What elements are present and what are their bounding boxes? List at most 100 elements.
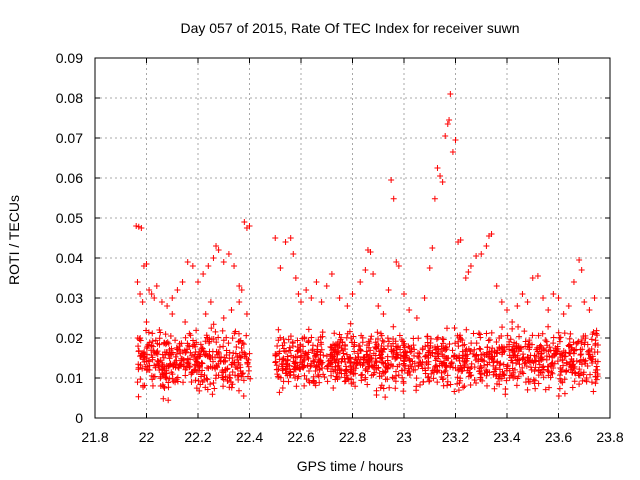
data-point: [565, 342, 572, 349]
data-point: [182, 372, 189, 379]
data-point: [457, 237, 464, 243]
data-point: [275, 366, 282, 373]
data-point: [483, 372, 490, 379]
data-point: [336, 295, 343, 301]
data-point: [211, 385, 218, 392]
data-point: [178, 355, 185, 362]
data-point: [313, 352, 320, 359]
data-point: [343, 351, 350, 358]
y-tick-label: 0.01: [56, 370, 83, 386]
data-point: [375, 365, 382, 372]
data-point: [207, 299, 214, 305]
data-point: [509, 347, 516, 354]
data-point: [411, 360, 418, 367]
data-point: [457, 375, 464, 382]
data-point: [149, 376, 156, 383]
data-point: [520, 370, 527, 377]
data-point: [212, 354, 219, 361]
data-point: [162, 331, 169, 338]
data-point: [308, 295, 315, 301]
data-point: [290, 251, 297, 257]
data-point: [476, 365, 483, 372]
data-point: [138, 352, 145, 359]
data-point: [150, 373, 157, 380]
data-point: [534, 348, 541, 355]
data-point: [157, 375, 164, 382]
x-tick-label: 23.8: [596, 429, 623, 445]
data-point: [373, 359, 380, 366]
data-point: [516, 333, 523, 340]
data-point: [490, 362, 497, 369]
data-point: [498, 333, 505, 340]
data-point: [461, 361, 468, 368]
data-point: [224, 365, 231, 372]
data-point: [343, 334, 350, 341]
data-point: [473, 253, 480, 259]
data-point: [219, 367, 226, 374]
data-point: [356, 343, 363, 350]
data-point: [391, 375, 398, 382]
data-point: [275, 337, 282, 344]
data-point: [565, 303, 572, 309]
data-point: [368, 333, 375, 340]
data-point: [154, 357, 161, 364]
data-point: [526, 337, 533, 344]
data-point: [400, 388, 407, 395]
data-point: [151, 295, 158, 301]
data-point: [210, 321, 217, 328]
data-point: [427, 335, 434, 342]
data-point: [439, 351, 446, 358]
data-point: [279, 384, 286, 391]
data-point: [347, 320, 354, 327]
data-point: [425, 358, 432, 365]
data-point: [141, 382, 148, 389]
data-point: [509, 325, 516, 332]
data-point: [509, 343, 516, 350]
data-point: [348, 380, 355, 387]
data-point: [197, 381, 204, 388]
data-point: [560, 311, 567, 317]
data-point: [349, 291, 356, 297]
data-point: [560, 362, 567, 369]
data-point: [371, 369, 378, 376]
data-point: [536, 361, 543, 368]
data-point: [566, 335, 573, 342]
data-point: [539, 369, 546, 376]
data-point: [204, 364, 211, 371]
data-point: [179, 279, 186, 285]
data-point: [438, 348, 445, 355]
data-point: [584, 341, 591, 348]
data-point: [148, 291, 155, 297]
data-point: [305, 339, 312, 346]
data-point: [561, 390, 568, 397]
data-point: [339, 347, 346, 354]
data-point: [460, 384, 467, 391]
data-point: [404, 370, 411, 377]
data-point: [587, 355, 594, 362]
data-point: [331, 330, 338, 337]
data-point: [368, 372, 375, 379]
data-point: [384, 365, 391, 372]
data-point: [587, 371, 594, 378]
data-point: [484, 344, 491, 351]
data-point: [509, 372, 516, 379]
data-point: [582, 360, 589, 367]
data-point: [452, 364, 459, 371]
data-point: [494, 347, 501, 354]
data-point: [359, 371, 366, 378]
data-point: [193, 385, 200, 392]
data-point: [220, 343, 227, 350]
data-point: [550, 334, 557, 341]
data-point: [546, 384, 553, 391]
data-point: [533, 358, 540, 365]
data-point: [457, 332, 464, 339]
data-point: [444, 382, 451, 389]
data-point: [413, 315, 420, 321]
data-point: [165, 384, 172, 391]
data-point: [515, 323, 522, 330]
data-point: [324, 378, 331, 385]
data-point: [555, 392, 562, 399]
data-point: [384, 376, 391, 383]
data-point: [336, 331, 343, 338]
